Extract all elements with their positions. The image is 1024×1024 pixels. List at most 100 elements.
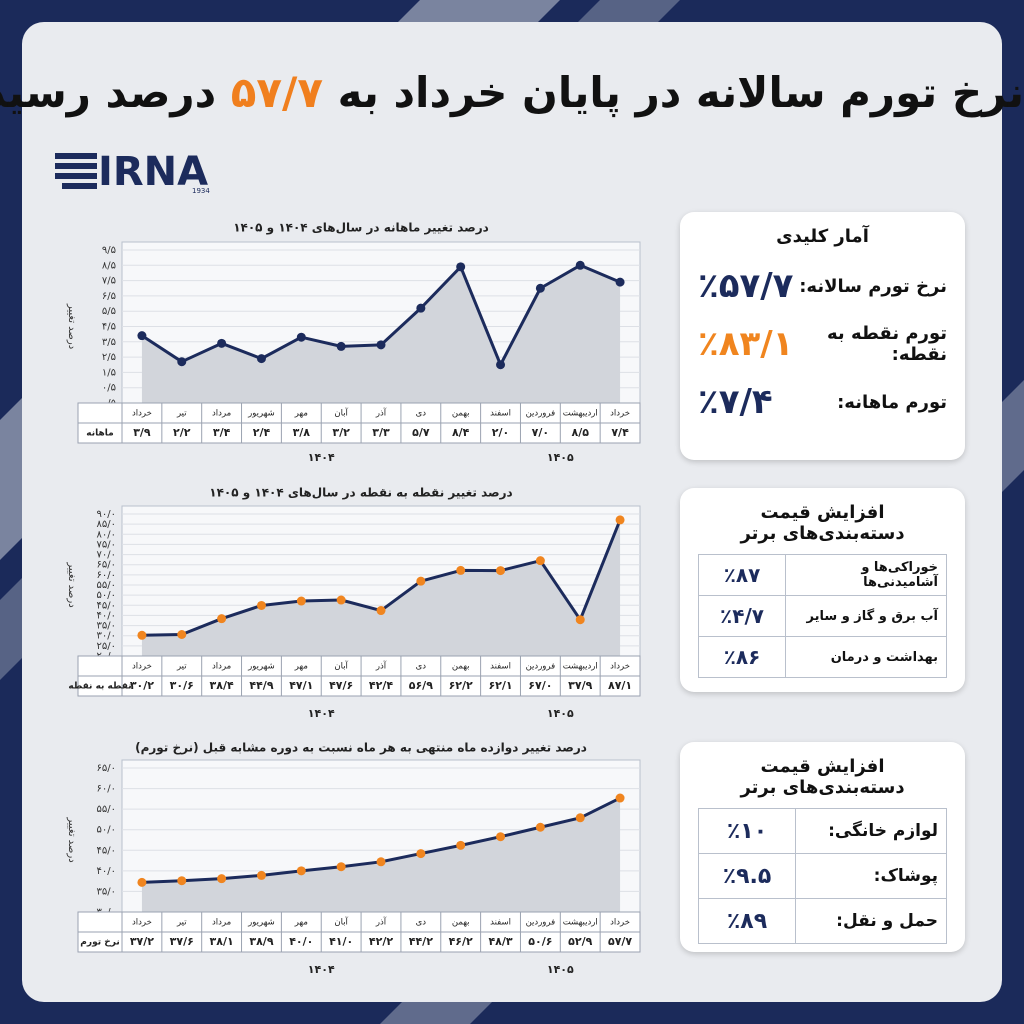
y-tick-label: ۳/۵ [102,337,116,348]
marker [256,354,266,364]
box-title: افزایش قیمت دسته‌بندی‌های برتر [740,756,905,798]
y-tick-label: ۸/۵ [102,260,116,271]
value-label: ۶۲/۲ [449,679,473,692]
marker [615,277,625,287]
year-label: ۱۴۰۴ [308,451,335,464]
value-label: ۸/۵ [572,426,590,439]
marker [575,260,585,270]
stat-value: ٪۷/۴ [698,382,773,422]
x-tick-label: آذر [375,916,387,928]
logo-text: IRNA [98,149,208,195]
y-tick-label: ۶۰/۰ [97,784,116,795]
y-tick-label: ۸۰/۰ [97,529,116,540]
category-label: آب برق و گاز و سایر [806,608,938,624]
category-label: حمل و نقل: [836,911,938,931]
y-tick-label: ۴۵/۰ [97,600,116,611]
value-label: ۲/۰ [492,426,509,439]
category-value: ٪۱۰ [699,809,796,853]
headline-part: نرخ تورم سالانه در پایان خرداد به [337,68,1024,117]
x-tick-label: آذر [375,660,387,672]
category-row: بهداشت و درمان ٪۸۶ [698,637,947,678]
x-tick-label: فروردین [526,409,556,419]
y-tick-label: ۵۵/۰ [97,580,116,591]
marker [336,595,346,605]
x-tick-label: دی [416,662,427,672]
y-tick-label: ۲/۵ [102,352,116,363]
marker [217,874,227,884]
stat-value: ٪۵۷/۷ [698,266,794,306]
marker [615,515,625,525]
category-row: خوراکی‌ها و آشامیدنی‌ها ٪۸۷ [698,554,947,596]
value-label: ۷/۴ [611,426,629,439]
marker [535,283,545,293]
marker [456,565,466,575]
y-tick-label: ۴۵/۰ [97,845,116,856]
row-label: ماهانه [86,429,113,439]
value-label: ۷/۰ [532,426,549,439]
category-label: بهداشت و درمان [830,649,938,665]
value-label: ۳۷/۲ [130,935,154,948]
y-tick-label: ۶۵/۰ [97,560,116,571]
marker [177,876,187,886]
category-row: حمل و نقل: ٪۸۹ [698,899,947,944]
value-label: ۳۸/۱ [210,935,234,948]
x-tick-label: اسفند [490,662,511,672]
marker [137,331,147,341]
y-tick-label: ۵۵/۰ [97,804,116,815]
category-value: ٪۸۹ [699,899,796,943]
y-tick-label: ۱/۵ [102,367,116,378]
x-tick-label: آبان [334,660,348,672]
value-label: ۲/۲ [173,426,191,439]
y-tick-label: ۶۰/۰ [97,570,116,581]
y-tick-label: ۶۵/۰ [97,763,116,774]
value-label: ۳۰/۲ [130,679,154,692]
stat-label: تورم نقطه به نقطه: [827,323,947,365]
value-label: ۳۷/۶ [170,935,194,948]
stat-row: تورم نقطه به نقطه: ٪۸۳/۱ [698,315,947,373]
y-axis-label: درصد تغییر [66,816,77,862]
marker [296,332,306,342]
x-tick-label: خرداد [132,662,152,672]
marker [496,360,506,370]
category-row: لوازم خانگی: ٪۱۰ [698,808,947,854]
value-label: ۴۶/۲ [449,935,473,948]
category-row: پوشاک: ٪۹.۵ [698,854,947,899]
marker [575,615,585,625]
y-tick-label: ۸۵/۰ [97,519,116,530]
category-box: افزایش قیمت دسته‌بندی‌های برتر خوراکی‌ها… [680,488,965,692]
value-label: ۴۷/۶ [329,679,353,692]
x-tick-label: فروردین [526,918,556,928]
value-label: ۸۷/۱ [608,679,632,692]
value-label: ۳/۲ [332,426,350,439]
logo-year: 1934 [192,187,210,195]
y-tick-label: ۷۰/۰ [97,550,116,561]
value-label: ۸/۴ [452,426,470,439]
value-label: ۶۲/۱ [488,679,512,692]
value-label: ۴۸/۳ [488,935,512,948]
value-label: ۶۷/۰ [528,679,552,692]
y-tick-label: ۷/۵ [102,276,116,287]
x-tick-label: خرداد [132,409,152,419]
y-tick-label: ۵/۵ [102,306,116,317]
marker [256,600,266,610]
category-value: ٪۸۷ [699,555,786,595]
x-tick-label: خرداد [610,409,630,419]
category-value: ٪۸۶ [699,637,786,677]
x-tick-label: مهر [294,662,308,672]
marker [496,566,506,576]
marker [177,629,187,639]
x-tick-label: خرداد [610,662,630,672]
category-value: ٪۴/۷ [699,596,786,636]
year-label: ۱۴۰۵ [547,451,574,464]
value-label: ۵/۷ [412,426,430,439]
y-tick-label: ۳۵/۰ [97,886,116,897]
y-tick-label: ۹۰/۰ [97,509,116,520]
marker [296,596,306,606]
x-tick-label: دی [416,409,427,419]
marker [177,357,187,367]
marker [336,341,346,351]
marker [376,606,386,616]
marker [615,793,625,803]
x-tick-label: آذر [375,407,387,419]
y-tick-label: ۲۵/۰ [97,641,116,652]
